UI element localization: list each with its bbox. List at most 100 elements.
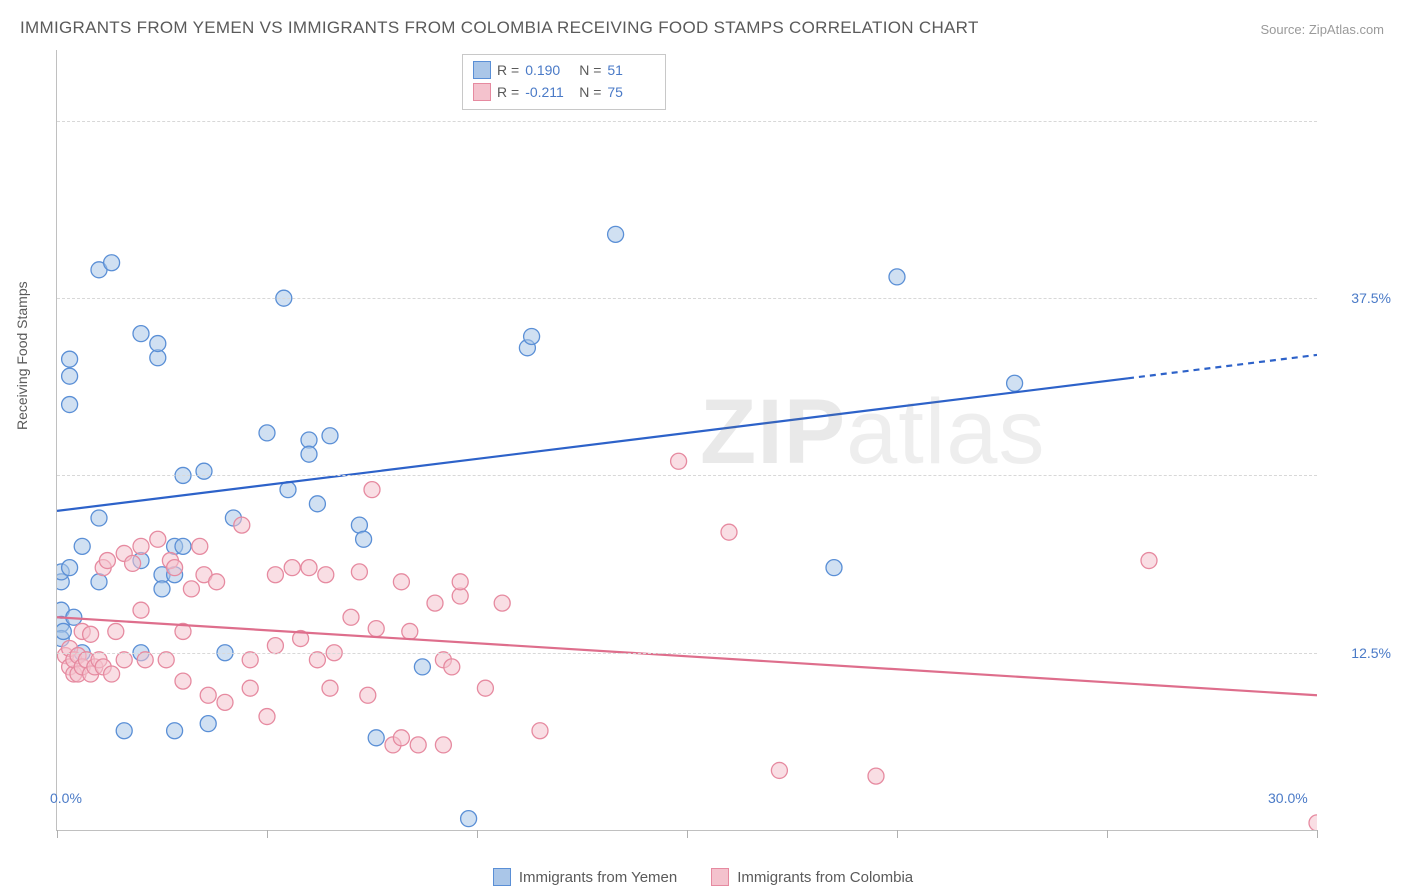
scatter-point-colombia xyxy=(83,626,99,642)
scatter-point-colombia xyxy=(1141,553,1157,569)
scatter-point-colombia xyxy=(402,623,418,639)
scatter-point-yemen xyxy=(104,255,120,271)
scatter-point-colombia xyxy=(444,659,460,675)
legend-item: Immigrants from Yemen xyxy=(493,868,677,886)
legend-item: Immigrants from Colombia xyxy=(711,868,913,886)
stats-box: R =0.190N =51R =-0.211N =75 xyxy=(462,54,666,110)
scatter-point-yemen xyxy=(368,730,384,746)
scatter-point-colombia xyxy=(393,574,409,590)
scatter-point-yemen xyxy=(259,425,275,441)
x-tick xyxy=(267,830,268,838)
scatter-point-yemen xyxy=(351,517,367,533)
scatter-point-colombia xyxy=(183,581,199,597)
scatter-point-colombia xyxy=(167,560,183,576)
scatter-point-colombia xyxy=(410,737,426,753)
scatter-point-colombia xyxy=(259,709,275,725)
scatter-point-colombia xyxy=(108,623,124,639)
y-axis-label: Receiving Food Stamps xyxy=(14,281,30,430)
scatter-point-colombia xyxy=(217,694,233,710)
x-tick xyxy=(897,830,898,838)
scatter-point-yemen xyxy=(62,351,78,367)
legend-swatch xyxy=(473,61,491,79)
scatter-point-yemen xyxy=(133,326,149,342)
scatter-point-yemen xyxy=(62,560,78,576)
scatter-point-colombia xyxy=(868,768,884,784)
stat-n-value: 75 xyxy=(607,81,655,103)
scatter-point-colombia xyxy=(364,482,380,498)
scatter-point-colombia xyxy=(133,602,149,618)
scatter-point-colombia xyxy=(322,680,338,696)
stat-n-label: N = xyxy=(579,59,601,81)
x-tick-label: 0.0% xyxy=(50,790,82,806)
scatter-point-yemen xyxy=(1007,375,1023,391)
scatter-point-yemen xyxy=(91,574,107,590)
scatter-point-yemen xyxy=(608,226,624,242)
scatter-point-colombia xyxy=(318,567,334,583)
scatter-point-colombia xyxy=(393,730,409,746)
scatter-point-colombia xyxy=(427,595,443,611)
gridline xyxy=(57,653,1317,654)
stat-r-label: R = xyxy=(497,59,519,81)
x-tick xyxy=(687,830,688,838)
scatter-point-colombia xyxy=(104,666,120,682)
chart-title: IMMIGRANTS FROM YEMEN VS IMMIGRANTS FROM… xyxy=(20,18,979,38)
trend-line-yemen xyxy=(57,378,1128,511)
scatter-point-colombia xyxy=(435,737,451,753)
x-tick-label: 30.0% xyxy=(1268,790,1308,806)
stats-row: R =-0.211N =75 xyxy=(473,81,655,103)
stat-r-value: -0.211 xyxy=(525,81,573,103)
scatter-point-colombia xyxy=(158,652,174,668)
scatter-point-colombia xyxy=(209,574,225,590)
plot-area: 12.5%37.5%R =0.190N =51R =-0.211N =75 xyxy=(56,50,1317,831)
x-tick xyxy=(1107,830,1108,838)
scatter-point-colombia xyxy=(200,687,216,703)
y-tick-label: 37.5% xyxy=(1327,290,1391,306)
scatter-point-colombia xyxy=(150,531,166,547)
scatter-overlay xyxy=(57,50,1317,830)
scatter-point-yemen xyxy=(167,723,183,739)
scatter-point-colombia xyxy=(721,524,737,540)
scatter-point-yemen xyxy=(62,368,78,384)
legend-swatch xyxy=(473,83,491,101)
legend-swatch xyxy=(711,868,729,886)
scatter-point-yemen xyxy=(309,496,325,512)
scatter-point-colombia xyxy=(267,567,283,583)
legend-swatch xyxy=(493,868,511,886)
scatter-point-yemen xyxy=(74,538,90,554)
scatter-point-colombia xyxy=(116,652,132,668)
scatter-point-yemen xyxy=(322,428,338,444)
scatter-point-yemen xyxy=(200,716,216,732)
y-tick-label: 12.5% xyxy=(1327,645,1391,661)
gridline xyxy=(57,121,1317,122)
stat-n-label: N = xyxy=(579,81,601,103)
scatter-point-colombia xyxy=(368,621,384,637)
scatter-point-colombia xyxy=(99,553,115,569)
scatter-point-yemen xyxy=(414,659,430,675)
chart-source: Source: ZipAtlas.com xyxy=(1260,22,1384,37)
scatter-point-colombia xyxy=(242,652,258,668)
scatter-point-colombia xyxy=(351,564,367,580)
scatter-point-colombia xyxy=(360,687,376,703)
scatter-point-colombia xyxy=(309,652,325,668)
scatter-point-colombia xyxy=(284,560,300,576)
scatter-point-colombia xyxy=(532,723,548,739)
scatter-point-colombia xyxy=(477,680,493,696)
scatter-point-colombia xyxy=(175,673,191,689)
scatter-point-yemen xyxy=(356,531,372,547)
x-tick xyxy=(477,830,478,838)
scatter-point-yemen xyxy=(826,560,842,576)
scatter-point-yemen xyxy=(196,463,212,479)
legend-label: Immigrants from Yemen xyxy=(519,869,677,886)
scatter-point-yemen xyxy=(91,510,107,526)
scatter-point-yemen xyxy=(524,328,540,344)
scatter-point-colombia xyxy=(671,453,687,469)
gridline xyxy=(57,475,1317,476)
scatter-point-yemen xyxy=(301,446,317,462)
scatter-point-colombia xyxy=(192,538,208,554)
stat-r-value: 0.190 xyxy=(525,59,573,81)
scatter-point-colombia xyxy=(771,762,787,778)
scatter-point-colombia xyxy=(137,652,153,668)
scatter-point-colombia xyxy=(125,555,141,571)
bottom-legend: Immigrants from Yemen Immigrants from Col… xyxy=(0,868,1406,886)
scatter-point-colombia xyxy=(343,609,359,625)
